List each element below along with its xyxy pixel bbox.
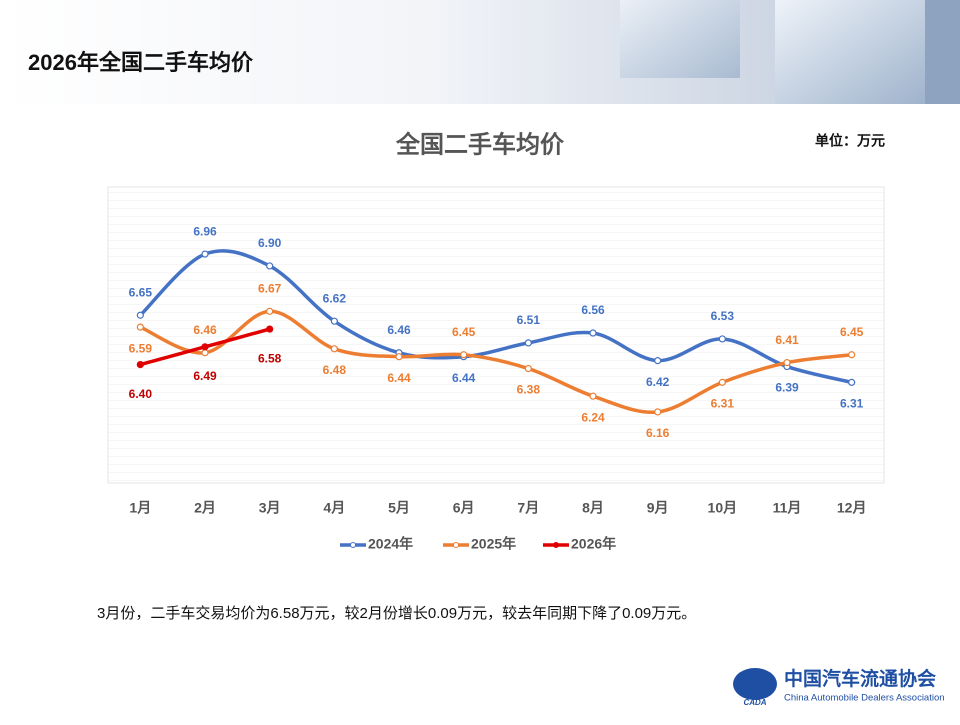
- data-label: 6.46: [193, 323, 217, 337]
- logo-english: China Automobile Dealers Association: [784, 693, 945, 704]
- point: [266, 325, 274, 333]
- data-label: 6.31: [711, 397, 735, 411]
- point: [654, 357, 662, 365]
- point: [201, 250, 209, 258]
- logo-mark: [733, 668, 777, 700]
- point: [589, 329, 597, 337]
- x-tick-label: 2月: [194, 500, 216, 516]
- data-label: 6.49: [193, 369, 217, 383]
- point: [330, 345, 338, 353]
- legend-marker: [453, 542, 459, 548]
- data-label: 6.62: [323, 291, 347, 305]
- data-label: 6.42: [646, 375, 670, 389]
- data-label: 6.58: [258, 351, 282, 365]
- page-title: 2026年全国二手车均价: [28, 50, 254, 75]
- x-tick-label: 9月: [647, 500, 669, 516]
- point: [266, 262, 274, 270]
- data-label: 6.56: [581, 303, 605, 317]
- data-label: 6.45: [840, 325, 864, 339]
- data-label: 6.44: [452, 371, 476, 385]
- point: [266, 307, 274, 315]
- x-tick-label: 3月: [259, 500, 281, 516]
- x-tick-label: 1月: [129, 500, 151, 516]
- point: [201, 343, 209, 351]
- point: [395, 353, 403, 361]
- data-label: 6.40: [129, 387, 153, 401]
- plot-area: [107, 186, 885, 484]
- series-line: [138, 309, 854, 415]
- point: [330, 317, 338, 325]
- point: [201, 349, 209, 357]
- chart-title: 全国二手车均价: [395, 130, 565, 158]
- data-label: 6.38: [517, 383, 541, 397]
- data-label: 6.16: [646, 426, 670, 440]
- data-label: 6.96: [193, 224, 217, 238]
- note: 3月份，二手车交易均价为6.58万元，较2月份增长0.09万元，较去年同期下降了…: [97, 604, 696, 622]
- data-label: 6.39: [775, 381, 799, 395]
- point: [136, 361, 144, 369]
- x-tick-label: 8月: [582, 500, 604, 516]
- plot: 1月 2月 3月 4月 5月 6月 7月 8月 9月 10月 11月 12月 6.65 6.96 6.90 6…: [129, 224, 867, 551]
- point: [718, 378, 726, 386]
- legend-label: 2024年: [368, 536, 413, 552]
- unit-label: 单位：万元: [815, 133, 885, 149]
- x-tick-label: 4月: [323, 500, 345, 516]
- legend-label: 2025年: [471, 536, 516, 552]
- data-label: 6.59: [129, 341, 153, 355]
- point: [783, 359, 791, 367]
- data-label: 6.65: [129, 285, 153, 299]
- series-line: [138, 249, 854, 385]
- point: [654, 408, 662, 416]
- data-label: 6.51: [517, 313, 541, 327]
- x-tick-label: 12月: [837, 500, 867, 516]
- legend-item: 2024年: [340, 536, 413, 552]
- point: [136, 323, 144, 331]
- data-label: 6.90: [258, 236, 282, 250]
- point: [718, 335, 726, 343]
- legend-marker: [553, 542, 559, 548]
- x-tick-label: 10月: [708, 500, 738, 516]
- legend-marker: [350, 542, 356, 548]
- header-cube: [925, 0, 960, 104]
- data-label: 6.46: [387, 323, 411, 337]
- point: [848, 378, 856, 386]
- data-label: 6.45: [452, 325, 476, 339]
- header-cube: [775, 0, 925, 104]
- header-cube: [620, 0, 740, 78]
- data-label: 6.24: [581, 410, 605, 424]
- legend-item: 2025年: [443, 536, 516, 552]
- data-label: 6.31: [840, 397, 864, 411]
- point: [589, 392, 597, 400]
- data-label: 6.44: [387, 371, 411, 385]
- point: [848, 351, 856, 359]
- logo-abbr: CADA: [743, 698, 766, 707]
- data-label: 6.48: [323, 363, 347, 377]
- x-tick-label: 5月: [388, 500, 410, 516]
- data-label: 6.67: [258, 281, 282, 295]
- x-tick-label: 11月: [773, 500, 802, 516]
- x-tick-label: 7月: [517, 500, 539, 516]
- x-tick-label: 6月: [453, 500, 475, 516]
- point: [460, 351, 468, 359]
- data-label: 6.41: [775, 333, 799, 347]
- legend-item: 2026年: [543, 536, 616, 552]
- point: [524, 364, 532, 373]
- point: [136, 311, 144, 319]
- point: [524, 339, 532, 347]
- data-label: 6.53: [711, 309, 735, 323]
- logo-name: 中国汽车流通协会: [784, 667, 936, 690]
- legend-label: 2026年: [571, 536, 616, 552]
